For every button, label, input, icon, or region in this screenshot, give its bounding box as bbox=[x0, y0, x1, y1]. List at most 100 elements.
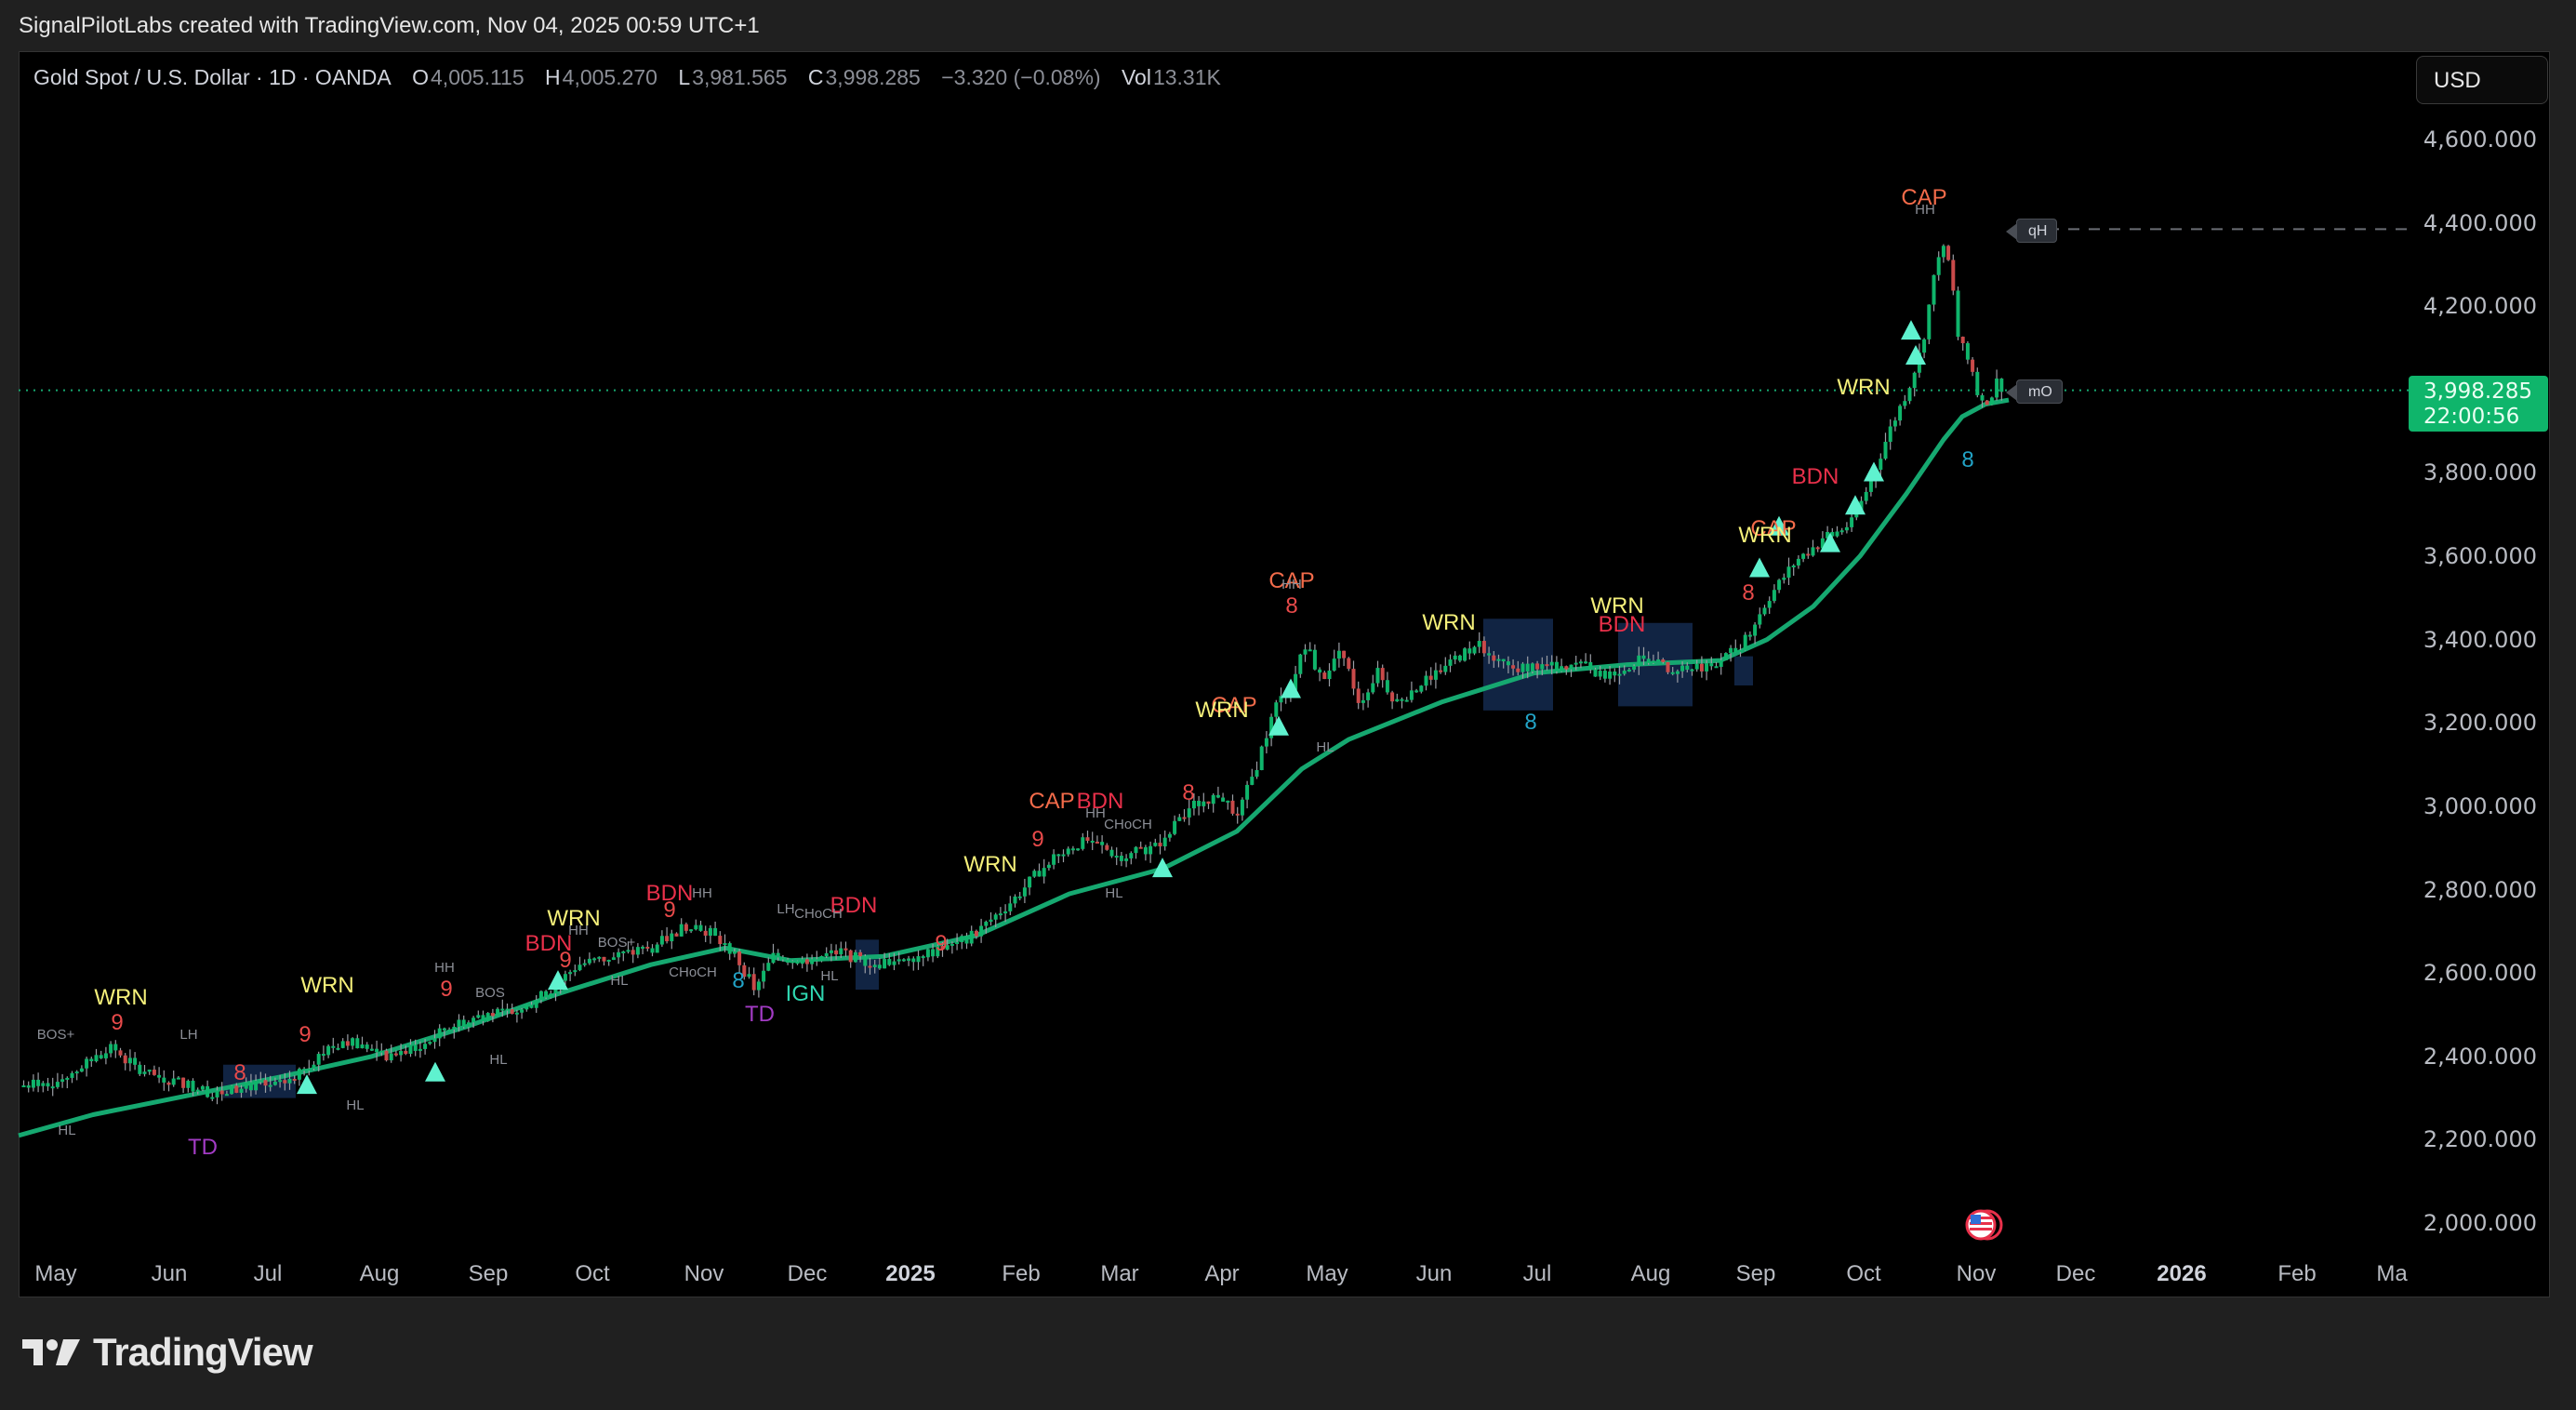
candle-body bbox=[877, 964, 882, 969]
candle-body bbox=[1714, 666, 1719, 669]
structure-label-hl: HL bbox=[1316, 738, 1334, 755]
candle-body bbox=[471, 1018, 476, 1023]
candle-body bbox=[872, 964, 877, 967]
candle-body bbox=[1854, 512, 1859, 518]
candle-body bbox=[708, 927, 712, 936]
candle-body bbox=[771, 952, 776, 964]
candle-body bbox=[723, 943, 727, 946]
chart-credit: SignalPilotLabs created with TradingView… bbox=[19, 13, 760, 38]
candle-body bbox=[1366, 692, 1371, 700]
candle-body bbox=[786, 959, 790, 963]
candle-body bbox=[1472, 646, 1477, 654]
price-axis-label: 2,000.000 bbox=[2423, 1210, 2537, 1236]
chart-pane[interactable] bbox=[19, 51, 2550, 1297]
signal-label-wrn: WRN bbox=[547, 905, 601, 931]
candle-body bbox=[1747, 634, 1752, 637]
candle-body bbox=[389, 1053, 393, 1061]
structure-label-hh: HH bbox=[1281, 576, 1302, 592]
candle-body bbox=[41, 1083, 46, 1086]
candle-body bbox=[268, 1084, 272, 1087]
us-economic-event-icon[interactable] bbox=[1962, 1204, 2003, 1245]
candle-body bbox=[689, 929, 694, 932]
structure-label-hh: HH bbox=[1915, 201, 1935, 218]
low-value: 3,981.565 bbox=[692, 65, 788, 89]
symbol-title[interactable]: Gold Spot / U.S. Dollar · 1D · OANDA bbox=[33, 65, 392, 89]
candle-body bbox=[1637, 655, 1641, 667]
candle-body bbox=[1056, 854, 1061, 857]
candle-body bbox=[239, 1088, 244, 1093]
candle-body bbox=[1259, 746, 1264, 771]
candle-body bbox=[602, 956, 606, 962]
candle-body bbox=[713, 927, 718, 937]
candle-body bbox=[1124, 858, 1129, 861]
currency-button[interactable]: USD bbox=[2416, 56, 2548, 104]
candle-body bbox=[1119, 856, 1123, 861]
volume-label: Vol bbox=[1121, 65, 1151, 89]
candle-body bbox=[529, 1004, 534, 1008]
candle-body bbox=[1971, 359, 1975, 372]
candle-body bbox=[901, 959, 906, 962]
candle-body bbox=[113, 1044, 118, 1051]
candle-body bbox=[1173, 820, 1177, 834]
candle-body bbox=[1298, 654, 1303, 674]
candle-body bbox=[1404, 699, 1409, 702]
sequence-count-label: 8 bbox=[1961, 447, 1974, 473]
candle-body bbox=[423, 1044, 428, 1049]
candle-body bbox=[1245, 784, 1250, 800]
time-axis-label: Nov bbox=[1956, 1261, 1997, 1286]
candle-body bbox=[766, 963, 771, 971]
candle-body bbox=[109, 1044, 113, 1054]
candle-body bbox=[1206, 801, 1211, 805]
candle-body bbox=[360, 1044, 365, 1049]
candle-body bbox=[1453, 655, 1457, 660]
candle-body bbox=[99, 1055, 103, 1058]
candle-body bbox=[670, 933, 674, 942]
candle-body bbox=[1762, 607, 1767, 615]
time-axis-label: Oct bbox=[1846, 1261, 1881, 1286]
time-axis-label: Apr bbox=[1204, 1261, 1240, 1286]
candle-body bbox=[496, 1008, 500, 1017]
buy-signal-triangle-icon bbox=[1864, 461, 1884, 482]
candle-body bbox=[727, 943, 732, 954]
candle-body bbox=[1336, 650, 1341, 659]
candle-body bbox=[762, 970, 766, 982]
candle-body bbox=[1743, 634, 1747, 651]
candle-body bbox=[1003, 911, 1008, 914]
candle-body bbox=[756, 981, 761, 991]
candle-body bbox=[1864, 491, 1868, 501]
candle-body bbox=[1467, 648, 1472, 654]
buy-signal-triangle-icon bbox=[1268, 715, 1289, 736]
last-price-value: 3,998.285 bbox=[2423, 379, 2533, 404]
structure-label-hh: HH bbox=[692, 885, 712, 901]
signal-label-bdn: BDN bbox=[1076, 789, 1124, 815]
candle-body bbox=[1820, 538, 1825, 549]
candle-body bbox=[1428, 675, 1433, 680]
candle-body bbox=[1989, 397, 1994, 406]
candle-body bbox=[36, 1079, 41, 1086]
candle-body bbox=[747, 974, 751, 978]
candle-body bbox=[1811, 547, 1815, 556]
candle-body bbox=[336, 1047, 340, 1050]
candle-body bbox=[485, 1013, 490, 1021]
candle-body bbox=[1294, 673, 1298, 690]
tradingview-logo[interactable]: TradingView bbox=[22, 1330, 313, 1375]
tradingview-logo-icon bbox=[22, 1339, 80, 1365]
candle-body bbox=[1975, 371, 1980, 395]
candle-body bbox=[1903, 401, 1907, 406]
candle-body bbox=[292, 1078, 297, 1081]
candle-body bbox=[1830, 531, 1835, 537]
candle-body bbox=[780, 957, 785, 960]
candle-body bbox=[1303, 649, 1308, 655]
candle-body bbox=[1371, 683, 1375, 693]
open-value: 4,005.115 bbox=[431, 65, 524, 89]
signal-label-wrn: WRN bbox=[1738, 522, 1792, 548]
candle-body bbox=[617, 951, 621, 958]
high-label: H bbox=[545, 65, 561, 89]
candle-body bbox=[340, 1041, 345, 1048]
candle-body bbox=[1927, 304, 1932, 339]
candle-body bbox=[215, 1090, 219, 1097]
candle-body bbox=[631, 950, 635, 955]
candle-body bbox=[936, 945, 940, 957]
candle-body bbox=[1898, 406, 1903, 421]
